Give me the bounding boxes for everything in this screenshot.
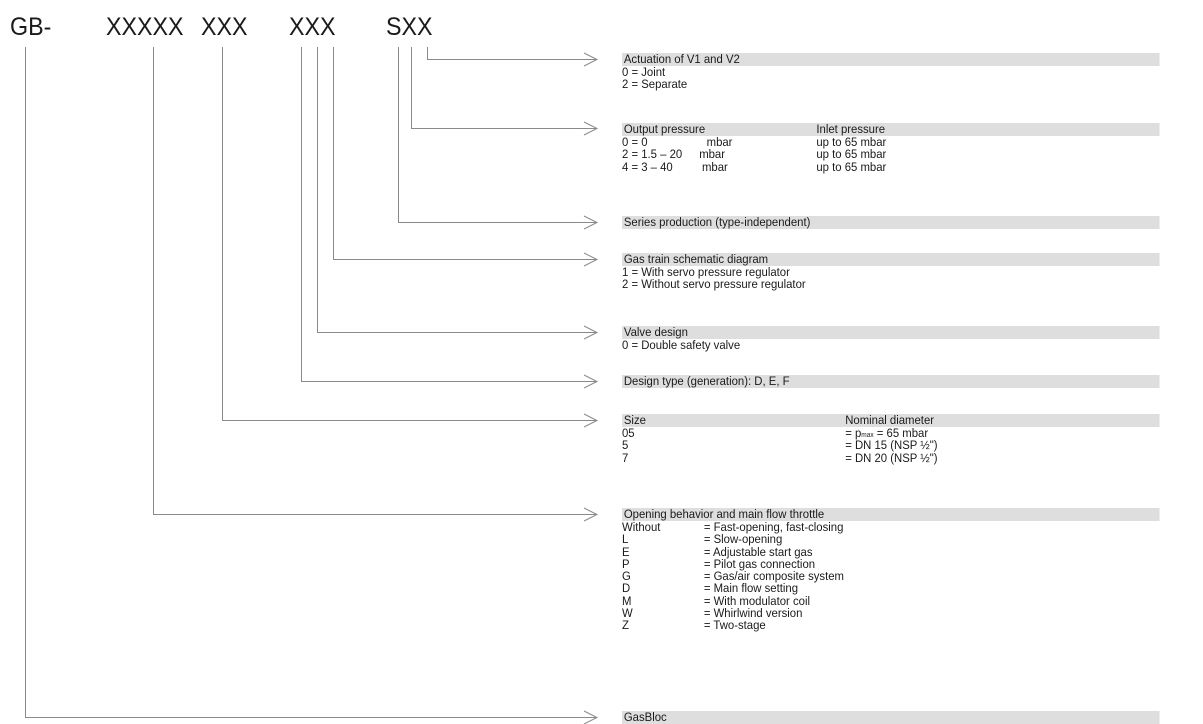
valve-design-header: Valve design [622,326,1160,339]
opening-code: Z [622,618,629,633]
connector-schematic [333,47,599,267]
code-prefix-gb: GB- [10,13,52,41]
size-code: 5 [622,438,629,453]
pressure-unit: mbar [701,159,728,174]
code-group-schematic: XXX [289,13,336,41]
output-pressure-header: Output pressure Inlet pressure [622,123,1160,136]
opening-row: D = Main flow setting [622,581,1160,596]
inlet-value: up to 65 mbar [816,159,887,174]
size-code: 7 [622,450,629,465]
connector-actuation [427,47,599,67]
design-type-header: Design type (generation): D, E, F [622,375,1160,388]
size-header: Size Nominal diameter [622,414,1160,427]
opening-code: D [622,581,631,596]
inlet-pressure-title: Inlet pressure [816,122,886,136]
opening-row: W = Whirlwind version [622,606,1160,621]
pressure-code: 0 = 0 [622,135,648,149]
schematic-option: 1 = With servo pressure regulator [622,265,790,279]
series-box: Series production (type-independent) [622,216,1160,229]
connector-valve-design [317,47,599,340]
output-pressure-title: Output pressure [623,122,706,136]
opening-code: L [622,532,629,547]
inlet-value: up to 65 mbar [816,147,887,162]
size-value-prefix: = p [845,426,862,440]
code-group-series: SXX [386,13,433,41]
opening-row: Z = Two-stage [622,618,1160,633]
schematic-header: Gas train schematic diagram [622,253,1160,266]
opening-row: G = Gas/air composite system [622,569,1160,584]
connector-opening [153,47,599,522]
actuation-header: Actuation of V1 and V2 [622,53,1160,66]
opening-row: Without = Fast-opening, fast-closing [622,520,1160,534]
output-pressure-box: Output pressure Inlet pressure 0 = 0 mba… [622,123,1160,173]
size-value: = DN 20 (NSP ½") [845,450,938,465]
opening-desc: = Pilot gas connection [703,556,816,571]
opening-code: M [622,593,632,608]
connector-design-type [301,47,599,389]
opening-desc: = Gas/air composite system [703,569,844,584]
opening-code: E [622,544,630,559]
opening-desc: = Slow-opening [703,532,783,547]
design-type-box: Design type (generation): D, E, F [622,375,1160,388]
pressure-unit: mbar [706,135,733,149]
size-row: 5 = DN 15 (NSP ½") [622,438,1160,453]
code-group-opening-size: XXXXX [106,13,184,41]
actuation-box: Actuation of V1 and V2 0 = Joint 2 = Sep… [622,53,1160,91]
type-code: GB- XXXXX XXX XXX SXX [0,0,1203,60]
size-row: 7 = DN 20 (NSP ½") [622,450,1160,465]
opening-code: W [622,606,633,621]
connector-series [398,47,599,230]
schematic-box: Gas train schematic diagram 1 = With ser… [622,253,1160,291]
opening-row: M = With modulator coil [622,593,1160,608]
series-header: Series production (type-independent) [622,216,1160,229]
opening-desc: = Adjustable start gas [703,544,813,559]
pressure-row: 2 = 1.5 – 20 mbar up to 65 mbar [622,147,1160,162]
size-value-suffix: = 65 mbar [873,426,929,440]
opening-desc: = Two-stage [703,618,766,633]
pressure-row: 0 = 0 mbar up to 65 mbar [622,135,1160,149]
opening-header: Opening behavior and main flow throttle [622,508,1160,521]
pressure-code: 2 = 1.5 – 20 [622,147,683,162]
connector-output-pressure [411,47,599,136]
connector-gasbloc [25,47,599,724]
pmax-subscript: max [861,432,874,439]
opening-desc: = Main flow setting [703,581,799,596]
opening-box: Opening behavior and main flow throttle … [622,508,1160,632]
opening-desc: = Whirlwind version [703,606,803,621]
code-group-design: XXX [201,13,248,41]
opening-desc: = Fast-opening, fast-closing [703,520,844,534]
inlet-value: up to 65 mbar [816,135,887,149]
opening-code: Without [622,520,661,534]
valve-design-box: Valve design 0 = Double safety valve [622,326,1160,351]
valve-design-option: 0 = Double safety valve [622,338,741,352]
opening-code: P [622,556,630,571]
gasbloc-header: GasBloc [622,711,1160,724]
pressure-code: 4 = 3 – 40 [622,159,673,174]
pressure-row: 4 = 3 – 40 mbar up to 65 mbar [622,159,1160,174]
opening-row: E = Adjustable start gas [622,544,1160,559]
schematic-option: 2 = Without servo pressure regulator [622,277,806,292]
size-box: Size Nominal diameter 05 = pmax = 65 mba… [622,414,1160,464]
opening-desc: = With modulator coil [703,593,810,608]
connector-size [222,47,599,428]
pressure-unit: mbar [699,147,726,162]
opening-code: G [622,569,631,584]
size-title: Size [623,413,646,427]
gasbloc-box: GasBloc [622,711,1160,724]
size-value: = pmax = 65 mbar [845,427,928,442]
opening-row: P = Pilot gas connection [622,556,1160,571]
actuation-option: 0 = Joint [622,65,666,79]
size-code: 05 [622,426,635,440]
actuation-option: 2 = Separate [622,77,688,92]
opening-row: L = Slow-opening [622,532,1160,547]
size-row: 05 = pmax = 65 mbar [622,426,1160,442]
size-value: = DN 15 (NSP ½") [845,438,938,453]
nominal-diameter-title: Nominal diameter [845,413,935,427]
